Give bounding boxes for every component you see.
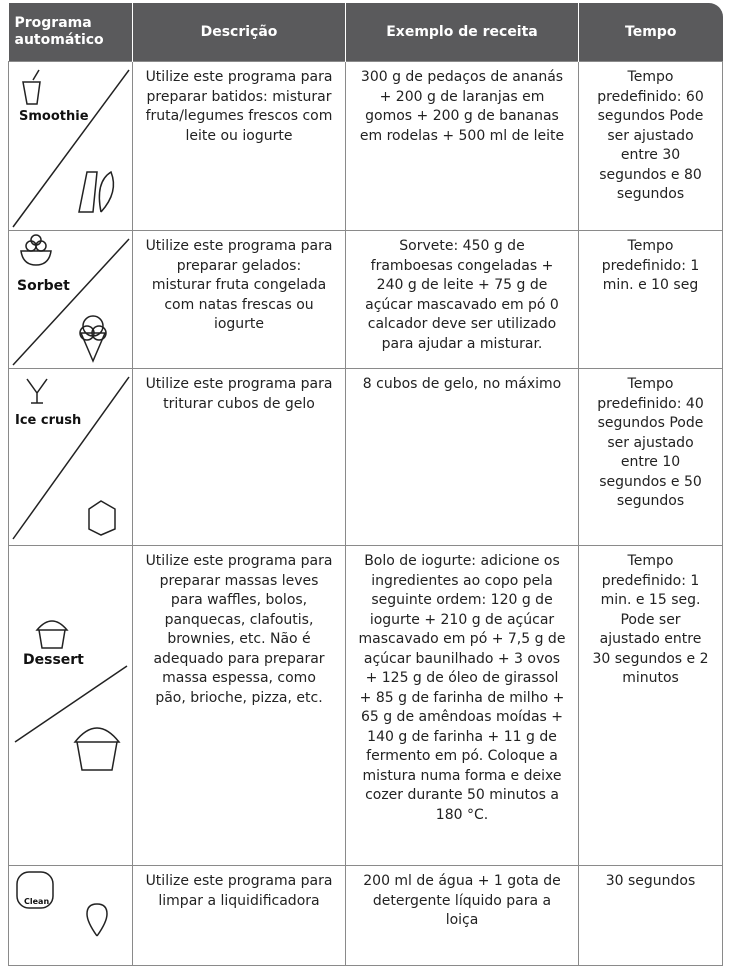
cell: Tempo predefinido: 60 segundos Pode ser … xyxy=(578,61,723,231)
program-cell: Ice crush xyxy=(8,368,133,546)
icon xyxy=(14,620,128,771)
row: Sorbet Utilize este programa para prepar… xyxy=(8,230,723,369)
program-cell: Clean xyxy=(8,865,133,966)
program-cell: Dessert xyxy=(8,545,133,866)
icon xyxy=(12,69,130,228)
row: Smoothie Utilize este programa para prep… xyxy=(8,61,723,231)
program-label: Clean xyxy=(24,897,50,906)
program-label: Ice crush xyxy=(15,413,82,428)
program-table: Programa automático Descrição Exemplo de… xyxy=(8,3,723,966)
header-cell: Exemplo de receita xyxy=(345,3,579,62)
header-row: Programa automático Descrição Exemplo de… xyxy=(8,3,723,62)
cell: Sorvete: 450 g de framboesas congeladas … xyxy=(345,230,579,369)
cell: 30 segundos xyxy=(578,865,723,966)
icon xyxy=(16,871,108,937)
cell: Utilize este programa para triturar cubo… xyxy=(132,368,346,546)
program-label: Sorbet xyxy=(17,278,70,294)
program-label: Smoothie xyxy=(19,109,89,124)
cell: 8 cubos de gelo, no máximo xyxy=(345,368,579,546)
icon xyxy=(12,234,130,366)
row: Clean Utilize este programa para limpar … xyxy=(8,865,723,966)
row: Ice crush Utilize este programa para tri… xyxy=(8,368,723,546)
cell: Utilize este programa para limpar a liqu… xyxy=(132,865,346,966)
row: Dessert Utilize este programa para prepa… xyxy=(8,545,723,866)
header-cell: Tempo xyxy=(578,3,723,62)
program-cell: Sorbet xyxy=(8,230,133,369)
cell: Utilize este programa para preparar gela… xyxy=(132,230,346,369)
cell: Utilize este programa para preparar bati… xyxy=(132,61,346,231)
header-cell: Descrição xyxy=(132,3,346,62)
header-cell: Programa automático xyxy=(8,3,133,62)
program-label: Dessert xyxy=(23,652,84,668)
cell: 200 ml de água + 1 gota de detergente lí… xyxy=(345,865,579,966)
cell: Tempo predefinido: 1 min. e 10 seg xyxy=(578,230,723,369)
cell: Utilize este programa para preparar mass… xyxy=(132,545,346,866)
cell: Bolo de iogurte: adicione os ingrediente… xyxy=(345,545,579,866)
icon xyxy=(12,376,130,540)
program-cell: Smoothie xyxy=(8,61,133,231)
cell: Tempo predefinido: 40 segundos Pode ser … xyxy=(578,368,723,546)
cell: 300 g de pedaços de ananás + 200 g de la… xyxy=(345,61,579,231)
cell: Tempo predefinido: 1 min. e 15 seg. Pode… xyxy=(578,545,723,866)
